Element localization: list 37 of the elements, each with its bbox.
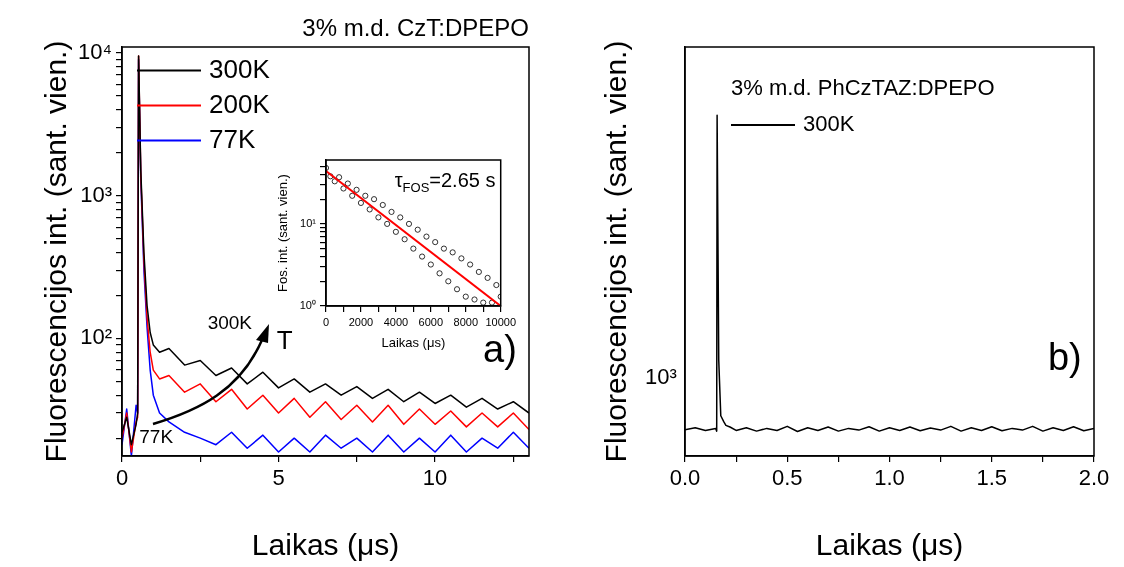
x-tick-label: 0.0 xyxy=(669,465,701,491)
annotation: a) xyxy=(483,328,517,371)
y-tick-label: 10⁰ xyxy=(299,299,316,312)
x-tick-label: 0 xyxy=(322,315,330,328)
legend-label: 77K xyxy=(209,123,256,154)
x-tick-label: 8000 xyxy=(453,315,479,328)
annotation: 77K xyxy=(139,426,174,448)
x-axis-title: Laikas (μs) xyxy=(251,528,400,562)
x-tick-label: 0 xyxy=(115,465,129,491)
legend-label: 200K xyxy=(209,88,271,119)
y-tick-label: 10¹ xyxy=(300,216,317,229)
annotation: T xyxy=(276,324,293,355)
legend-label: 300K xyxy=(803,111,855,137)
x-tick-label: 2000 xyxy=(348,315,374,328)
chart-title: 3% m.d. PhCzTAZ:DPEPO xyxy=(731,75,995,101)
x-tick-label: 10 xyxy=(422,465,448,491)
x-tick-label: 0.5 xyxy=(771,465,803,491)
x-tick-label: 6000 xyxy=(418,315,444,328)
y-axis-title: Fluorescencijos int. (sant. vien.) xyxy=(599,40,633,463)
chart-title: 3% m.d. CzT:DPEPO xyxy=(302,13,530,41)
y-tick-label: 10³ xyxy=(80,181,112,207)
x-axis-title: Laikas (μs) xyxy=(815,528,964,562)
x-tick-label: 1.0 xyxy=(874,465,905,491)
legend-label: 300K xyxy=(209,53,271,84)
y-tick-label: 10⁴ xyxy=(78,38,112,64)
y-axis-title: Fluorescencijos int. (sant. vien.) xyxy=(39,40,73,463)
y-tick-label: 10² xyxy=(80,324,112,350)
y-axis-title: Fos. int. (sant. vien.) xyxy=(275,174,291,292)
x-axis-title: Laikas (μs) xyxy=(381,334,446,350)
x-tick-label: 10000 xyxy=(485,315,516,328)
x-tick-label: 1.5 xyxy=(976,465,1008,491)
text: 10³ xyxy=(645,364,677,390)
x-tick-label: 4000 xyxy=(383,315,409,328)
annotation: 300K xyxy=(207,312,253,334)
x-tick-label: 2.0 xyxy=(1078,465,1110,491)
x-tick-label: 5 xyxy=(272,465,285,491)
annotation: b) xyxy=(1047,335,1082,378)
